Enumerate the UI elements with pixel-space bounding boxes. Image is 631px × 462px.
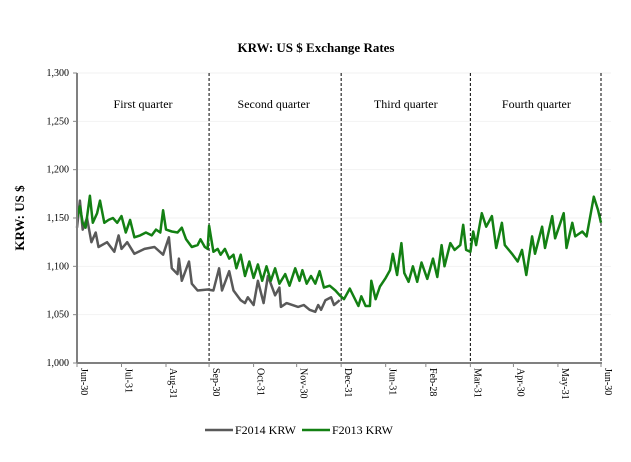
- y-axis-label: KRW: US $: [12, 185, 27, 251]
- y-tick-label: 1,250: [47, 116, 70, 127]
- x-tick-label: Nov-30: [298, 368, 309, 399]
- axes: [73, 72, 602, 367]
- x-tick-label: Sep-30: [210, 368, 221, 396]
- x-tick-label: Jun-31: [387, 368, 398, 395]
- x-tick-label: Aug-31: [167, 368, 178, 399]
- x-tick-label: Mar-31: [471, 368, 482, 398]
- chart-title: KRW: US $ Exchange Rates: [238, 40, 395, 55]
- quarter-label: Second quarter: [238, 97, 310, 111]
- gridlines: [77, 72, 611, 316]
- x-tick-label: Oct-31: [255, 368, 266, 396]
- x-tick-labels: Jun-30 Jul-31 Aug-31 Sep-30 Oct-31 Nov-30 Dec-…: [78, 368, 613, 400]
- y-tick-label: 1,000: [47, 358, 70, 369]
- legend-label: F2013 KRW: [332, 423, 394, 437]
- y-tick-label: 1,300: [47, 68, 70, 79]
- series-line-f2013: [75, 194, 603, 308]
- y-tick-label: 1,100: [47, 261, 70, 272]
- legend: F2014 KRW F2013 KRW: [205, 423, 394, 437]
- x-tick-label: Jun-30: [602, 368, 613, 395]
- x-tick-label: Feb-28: [427, 368, 438, 396]
- quarter-label: Fourth quarter: [502, 97, 571, 111]
- y-tick-label: 1,050: [47, 310, 70, 321]
- quarter-label: First quarter: [114, 97, 173, 111]
- legend-label: F2014 KRW: [235, 423, 297, 437]
- series-lines: [75, 194, 603, 314]
- x-tick-label: Dec-31: [342, 368, 353, 397]
- x-tick-label: Jul-31: [123, 368, 134, 393]
- x-tick-label: Jun-30: [78, 368, 89, 395]
- y-tick-labels: 1,000 1,050 1,100 1,150 1,200 1,250 1,300: [47, 68, 70, 369]
- series-line-f2014: [75, 199, 341, 314]
- y-tick-label: 1,150: [47, 213, 70, 224]
- quarter-label: Third quarter: [374, 97, 438, 111]
- x-tick-label: Apr-30: [514, 368, 525, 397]
- y-tick-label: 1,200: [47, 165, 70, 176]
- quarter-labels: First quarter Second quarter Third quarter…: [114, 97, 571, 111]
- x-tick-label: May-31: [559, 368, 570, 400]
